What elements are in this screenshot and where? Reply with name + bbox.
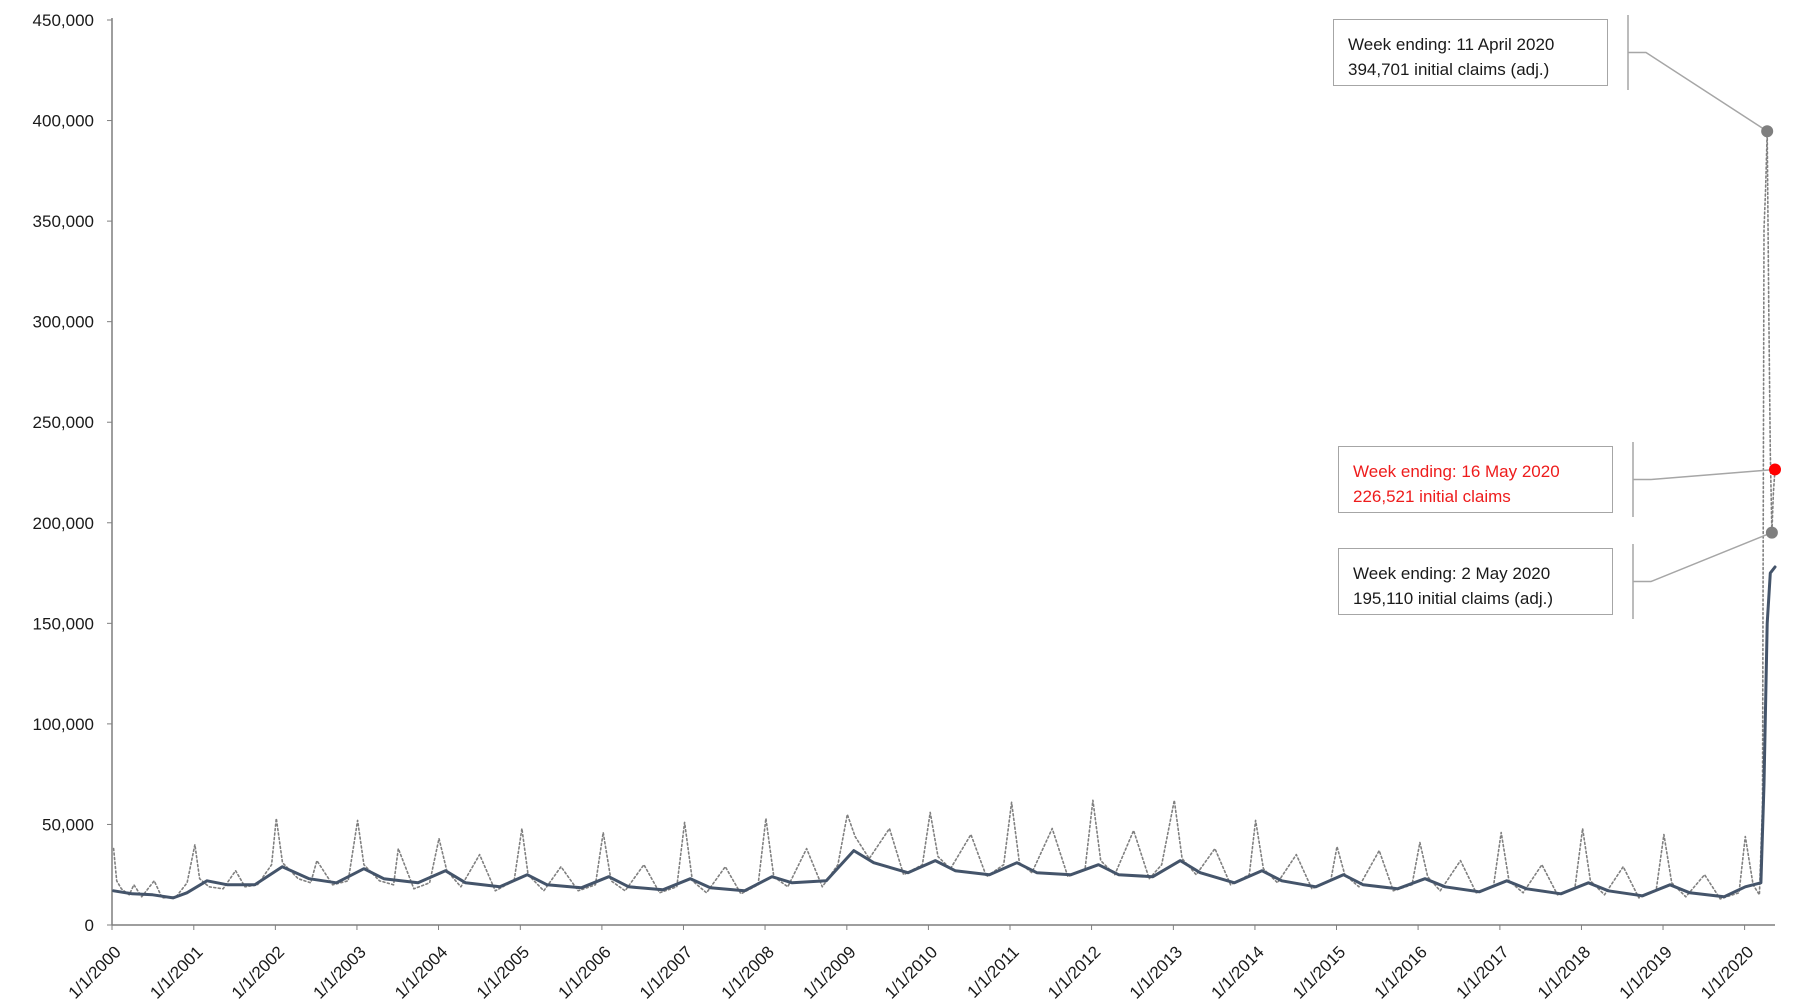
- annotation-marker: [1761, 125, 1774, 138]
- annotation-markers: [1761, 125, 1781, 539]
- x-tick-label: 1/1/2011: [963, 942, 1022, 1000]
- x-tick-label: 1/1/2010: [881, 942, 941, 1000]
- x-tick-label: 1/1/2004: [391, 942, 451, 1000]
- x-tick-label: 1/1/2005: [473, 942, 533, 1000]
- annotation-line2: 394,701 initial claims (adj.): [1348, 60, 1550, 79]
- y-tick-label: 350,000: [33, 212, 94, 231]
- x-tick-label: 1/1/2006: [554, 942, 614, 1000]
- y-tick-label: 300,000: [33, 313, 94, 332]
- x-tick-label: 1/1/2014: [1208, 942, 1268, 1000]
- annotation-leader-line: [1633, 468, 1776, 481]
- annotation-box-may-2: Week ending: 2 May 2020 195,110 initial …: [1338, 548, 1613, 615]
- y-axis: 0 50,000 100,000 150,000 200,000 250,000 300,0…: [33, 11, 113, 935]
- x-tick-label: 1/1/2018: [1534, 942, 1594, 1000]
- annotation-marker: [1769, 463, 1781, 476]
- annotation-line1: Week ending: 16 May 2020: [1353, 462, 1560, 481]
- annotation-leader-line: [1633, 531, 1773, 583]
- x-tick-label: 1/1/2003: [310, 942, 370, 1000]
- series-line-solid: [112, 565, 1777, 900]
- x-tick-label: 1/1/2015: [1289, 942, 1349, 1000]
- x-tick-label: 1/1/2002: [228, 942, 288, 1000]
- y-tick-label: 150,000: [33, 614, 94, 633]
- series-line-dotted: [112, 130, 1776, 900]
- x-tick-label: 1/1/2016: [1371, 942, 1431, 1000]
- annotation-marker: [1765, 526, 1778, 539]
- annotation-leader-line: [1628, 51, 1768, 132]
- annotation-line2: 226,521 initial claims: [1353, 487, 1511, 506]
- x-tick-label: 1/1/2009: [799, 942, 859, 1000]
- x-tick-label: 1/1/2017: [1452, 942, 1512, 1000]
- annotation-box-may-16: Week ending: 16 May 2020 226,521 initial…: [1338, 446, 1613, 513]
- x-tick-label: 1/1/2012: [1044, 942, 1104, 1000]
- annotation-line2: 195,110 initial claims (adj.): [1353, 589, 1553, 608]
- annotation-line1: Week ending: 11 April 2020: [1348, 35, 1555, 54]
- x-tick-label: 1/1/2000: [65, 942, 125, 1000]
- x-tick-label: 1/1/2008: [718, 942, 778, 1000]
- x-tick-label: 1/1/2007: [636, 942, 696, 1000]
- y-tick-label: 100,000: [33, 715, 94, 734]
- y-tick-label: 0: [85, 916, 94, 935]
- annotation-line1: Week ending: 2 May 2020: [1353, 564, 1551, 583]
- x-tick-label: 1/1/2019: [1616, 942, 1676, 1000]
- series-layer: [112, 130, 1777, 900]
- annotation-leaders: [1627, 15, 1776, 619]
- y-tick-label: 200,000: [33, 514, 94, 533]
- y-tick-label: 50,000: [42, 815, 94, 834]
- y-tick-label: 250,000: [33, 413, 94, 432]
- x-tick-label: 1/1/2020: [1697, 942, 1757, 1000]
- x-tick-label: 1/1/2013: [1126, 942, 1186, 1000]
- x-axis: 1/1/2000 1/1/2001 1/1/2002 1/1/2003 1/1/2004…: [65, 924, 1775, 1000]
- y-tick-label: 400,000: [33, 112, 94, 131]
- annotation-box-april-11: Week ending: 11 April 2020 394,701 initi…: [1333, 19, 1608, 86]
- y-tick-label: 450,000: [33, 11, 94, 30]
- x-tick-label: 1/1/2001: [146, 942, 206, 1000]
